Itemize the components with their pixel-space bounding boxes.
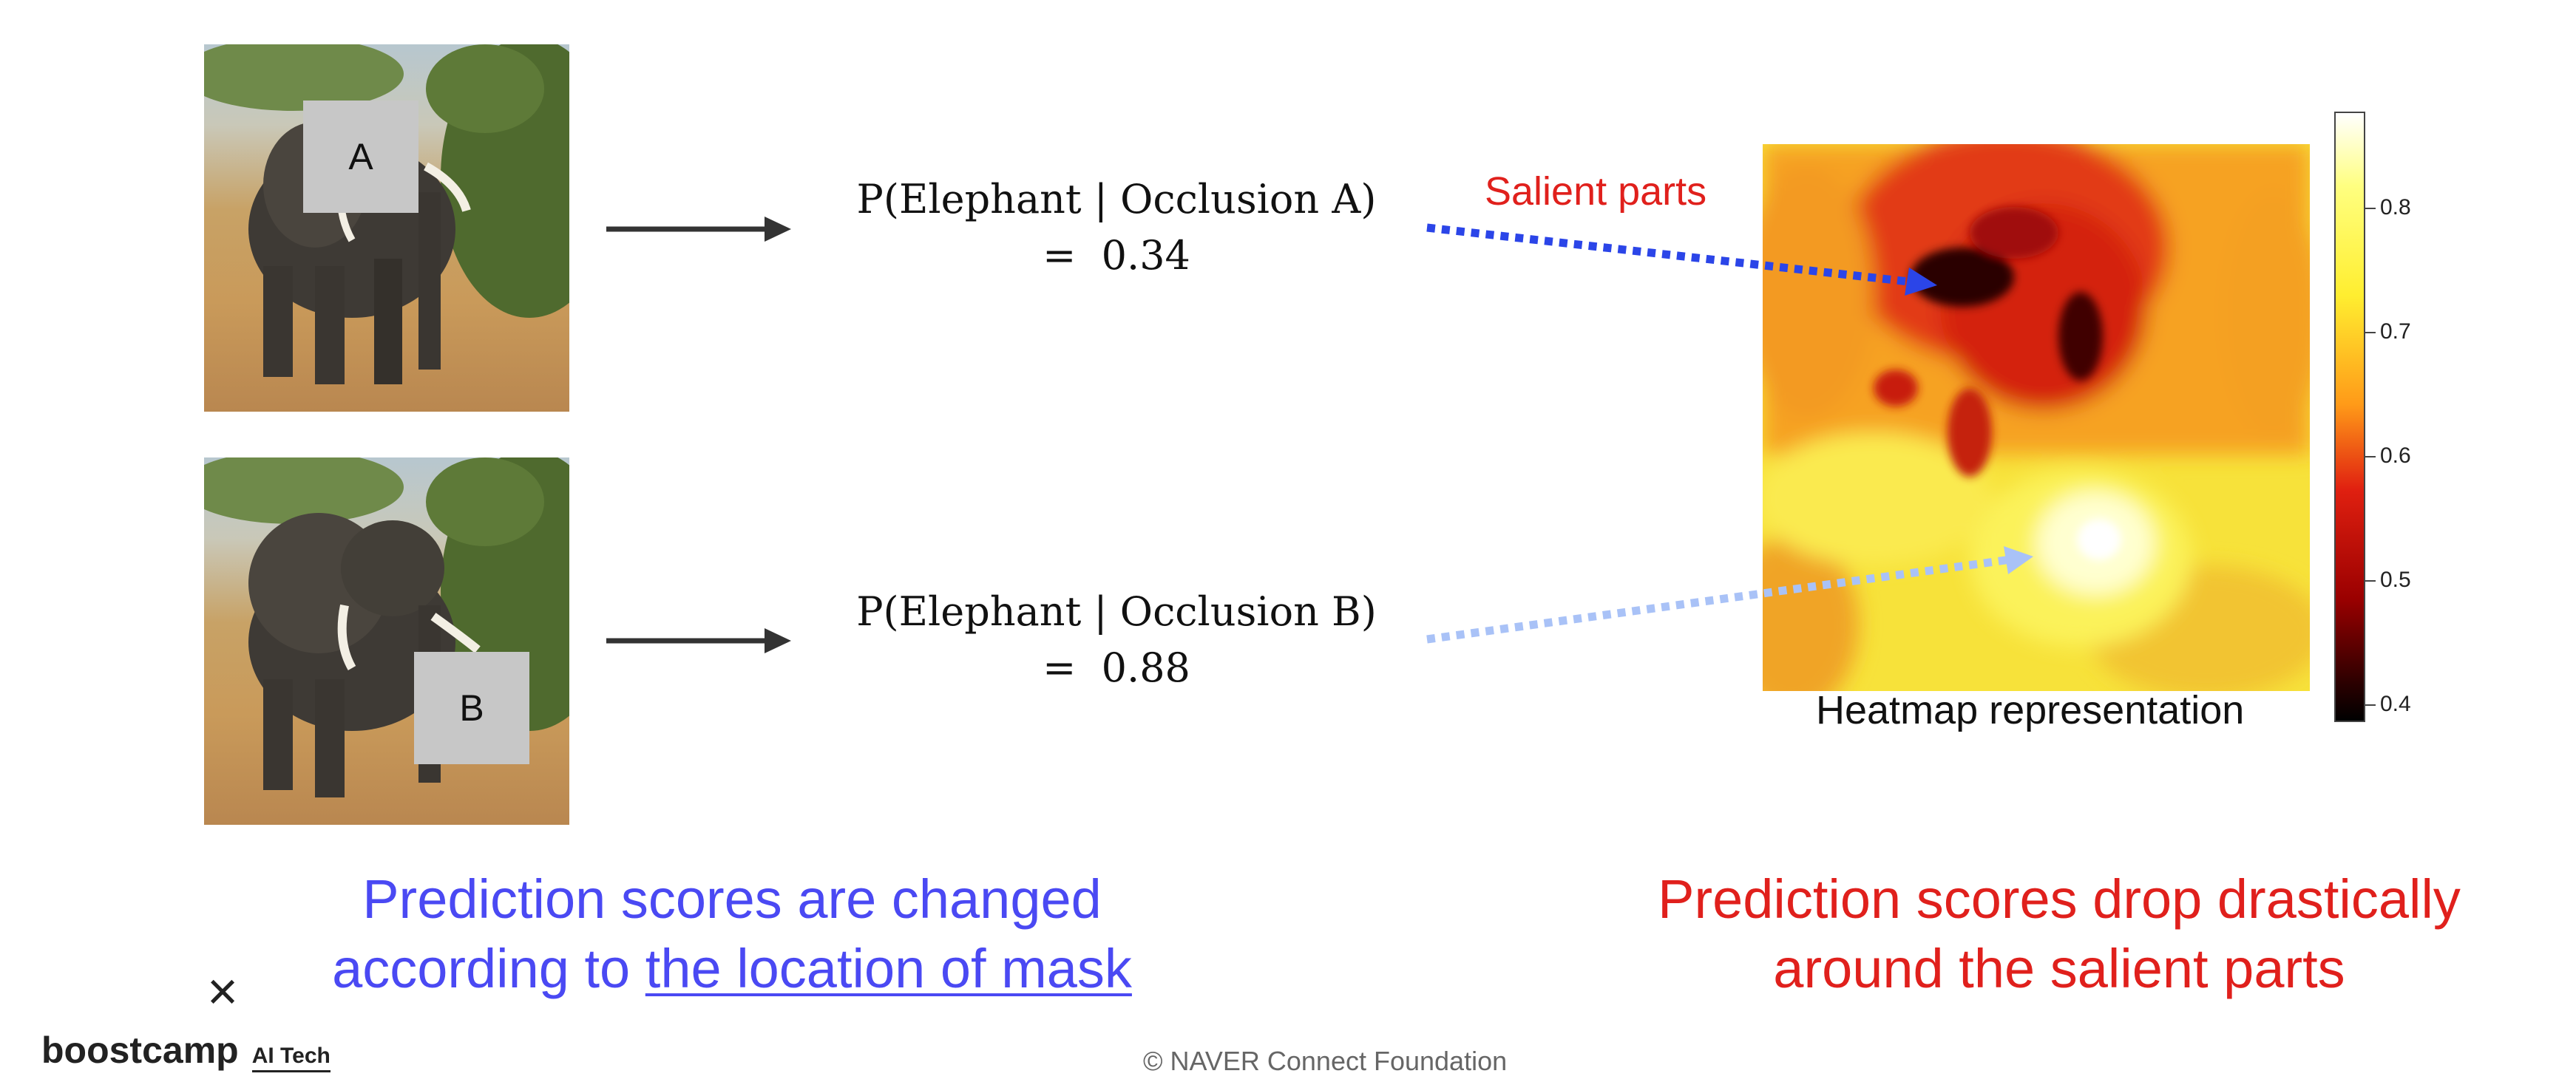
arrow-right-icon — [606, 217, 791, 242]
caption-left-line1: Prediction scores are changed — [362, 868, 1102, 930]
caption-right-line2: around the salient parts — [1773, 938, 2345, 999]
salient-parts-label: Salient parts — [1485, 169, 1707, 214]
colorbar-tick-label: 0.7 — [2380, 319, 2411, 344]
close-icon: × — [207, 962, 239, 1021]
colorbar-tick-label: 0.5 — [2380, 568, 2411, 592]
formula-occlusion-b: P(Elephant | Occlusion B) = 0.88 — [799, 584, 1434, 696]
heatmap-colorbar — [2334, 112, 2365, 722]
boostcamp-logo: boostcamp AI Tech — [41, 1029, 331, 1072]
colorbar-tick-label: 0.8 — [2380, 195, 2411, 220]
formula-a-line1: P(Elephant | Occlusion A) — [856, 176, 1377, 222]
occlusion-box-a: A — [303, 101, 418, 213]
caption-right-line1: Prediction scores drop drastically — [1658, 868, 2461, 930]
occlusion-b-pointer-arrow — [1426, 546, 2033, 644]
logo-sub: AI Tech — [251, 1044, 331, 1072]
colorbar-ticks: 0.8 0.7 0.6 0.5 0.4 — [2365, 112, 2469, 722]
formula-b-line1: P(Elephant | Occlusion B) — [856, 588, 1377, 635]
salient-pointer-arrow — [1426, 223, 1937, 296]
heatmap-caption: Heatmap representation — [1816, 688, 2245, 732]
elephant-photo-b — [204, 457, 569, 825]
colorbar-tick-label: 0.6 — [2380, 443, 2411, 468]
colorbar-tick-label: 0.4 — [2380, 692, 2411, 716]
formula-b-line2: = 0.88 — [1043, 644, 1190, 691]
caption-left: Prediction scores are changed according … — [251, 865, 1213, 1004]
caption-left-line2: according to the location of mask — [251, 934, 1213, 1004]
occlusion-box-b: B — [414, 652, 529, 764]
elephant-photo-a — [204, 44, 569, 412]
footer-copyright: © NAVER Connect Foundation — [1143, 1046, 1508, 1076]
caption-left-prefix: according to — [332, 938, 645, 999]
logo-brand: boostcamp — [41, 1030, 239, 1071]
caption-right: Prediction scores drop drastically aroun… — [1579, 865, 2540, 1004]
caption-left-underlined: the location of mask — [645, 938, 1132, 999]
formula-occlusion-a: P(Elephant | Occlusion A) = 0.34 — [799, 171, 1434, 284]
formula-a-line2: = 0.34 — [1043, 232, 1190, 279]
arrow-right-icon — [606, 628, 791, 653]
heatmap — [1763, 144, 2310, 691]
